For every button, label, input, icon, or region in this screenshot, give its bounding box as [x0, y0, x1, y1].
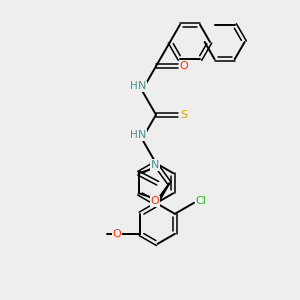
Text: O: O [150, 196, 159, 206]
Text: H: H [130, 82, 138, 92]
Text: N: N [138, 82, 146, 92]
Text: Cl: Cl [196, 196, 206, 206]
Text: N: N [151, 160, 159, 170]
Text: O: O [113, 229, 122, 239]
Text: S: S [180, 110, 188, 120]
Text: N: N [138, 130, 146, 140]
Text: O: O [180, 61, 188, 71]
Text: H: H [130, 130, 138, 140]
